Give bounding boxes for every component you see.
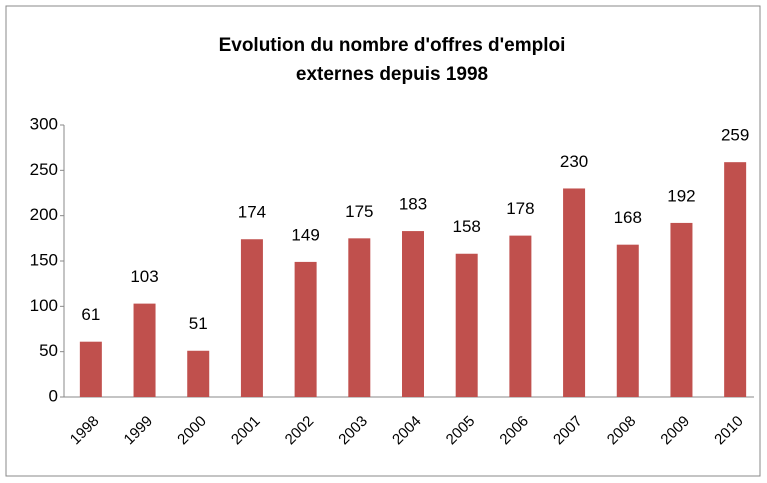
data-label: 174 (238, 203, 266, 222)
bar (348, 238, 371, 397)
y-tick-label: 100 (30, 296, 58, 315)
bar (133, 303, 156, 397)
data-label: 178 (506, 199, 534, 218)
data-label: 175 (345, 202, 373, 221)
bar (187, 350, 210, 397)
bar (509, 235, 532, 397)
bar (455, 253, 478, 397)
data-label: 51 (189, 314, 208, 333)
chart-title: Evolution du nombre d'offres d'emploi (219, 35, 566, 56)
y-tick-label: 150 (30, 250, 58, 269)
data-label: 103 (130, 267, 158, 286)
y-tick-label: 50 (39, 341, 58, 360)
bar (294, 261, 317, 397)
data-label: 149 (291, 225, 319, 244)
bar (670, 222, 693, 397)
data-label: 158 (453, 217, 481, 236)
bar (616, 244, 639, 397)
data-label: 192 (667, 186, 695, 205)
bar (79, 341, 102, 397)
y-tick-label: 0 (49, 386, 58, 405)
bar (563, 188, 586, 397)
y-tick-label: 200 (30, 205, 58, 224)
bar (240, 239, 263, 397)
chart-border (5, 5, 761, 477)
data-label: 230 (560, 152, 588, 171)
bar (724, 162, 747, 397)
y-tick-label: 250 (30, 160, 58, 179)
data-label: 183 (399, 195, 427, 214)
y-tick-label: 300 (30, 114, 58, 133)
chart-title: externes depuis 1998 (296, 64, 488, 85)
bar (402, 231, 424, 397)
data-label: 168 (614, 208, 642, 227)
data-label: 259 (721, 126, 749, 145)
data-label: 61 (81, 305, 100, 324)
